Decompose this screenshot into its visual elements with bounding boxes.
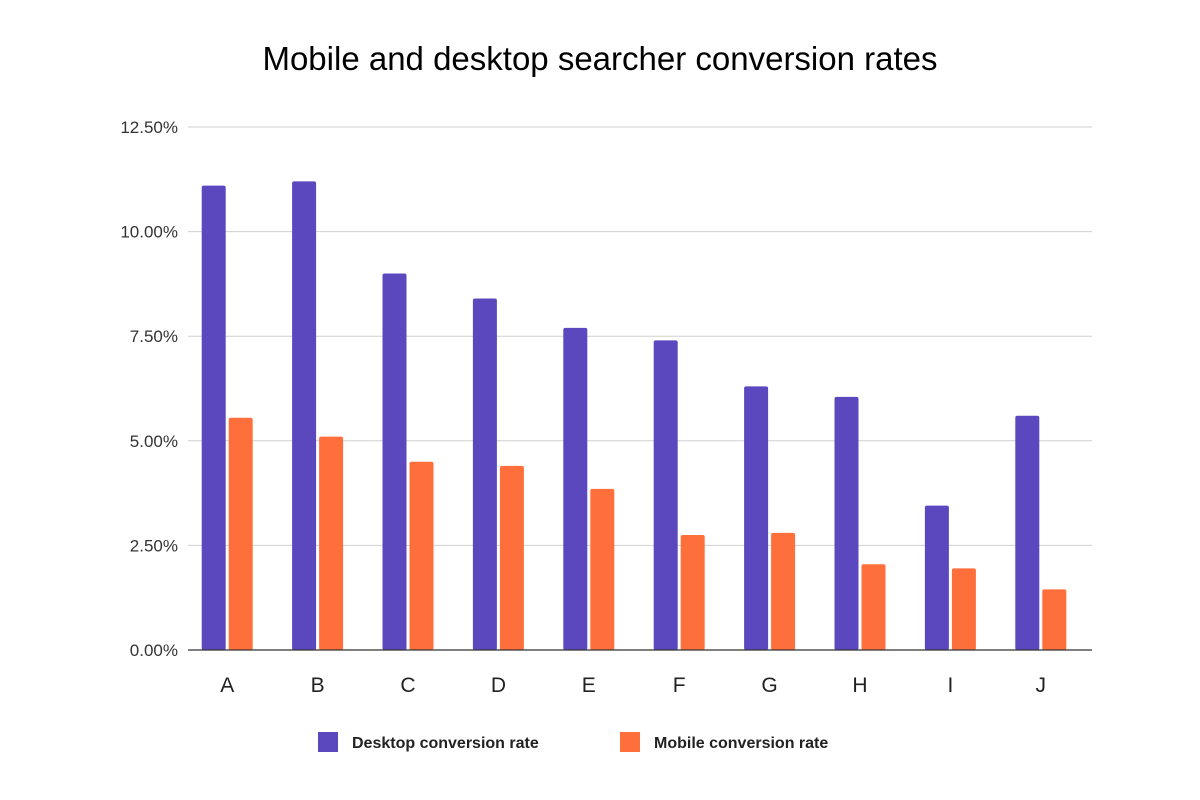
bar-desktop-G (744, 386, 769, 650)
bar-mobile-I (951, 568, 976, 650)
x-tick-label: D (491, 674, 506, 697)
y-tick-label: 5.00% (130, 432, 178, 451)
x-tick-label: C (400, 674, 415, 697)
bar-desktop-E (563, 327, 588, 650)
bar-mobile-D (499, 465, 524, 650)
bar-mobile-A (228, 417, 253, 650)
bar-desktop-J (1015, 415, 1040, 650)
legend: Desktop conversion rate Mobile conversion… (318, 732, 828, 752)
legend-label-desktop: Desktop conversion rate (352, 735, 539, 752)
x-tick-label: I (947, 674, 953, 697)
bar-mobile-H (861, 564, 886, 650)
chart-title: Mobile and desktop searcher conversion r… (262, 40, 937, 77)
x-tick-label: E (582, 674, 596, 697)
bar-desktop-A (201, 185, 226, 651)
bar-mobile-B (319, 436, 344, 650)
bar-desktop-B (292, 181, 317, 650)
bar-mobile-E (590, 488, 615, 650)
x-tick-label: B (311, 674, 325, 697)
bar-desktop-D (472, 298, 497, 650)
x-axis-ticks: A B C D E F G H I J (220, 674, 1046, 697)
x-tick-label: A (220, 674, 234, 697)
legend-label-mobile: Mobile conversion rate (654, 735, 828, 752)
x-tick-label: F (673, 674, 686, 697)
x-tick-label: H (852, 674, 867, 697)
y-tick-label: 12.50% (120, 118, 178, 137)
bar-mobile-C (409, 461, 434, 650)
bar-desktop-H (834, 396, 859, 650)
y-tick-label: 2.50% (130, 536, 178, 555)
bar-mobile-F (680, 534, 705, 650)
y-axis-ticks: 0.00% 2.50% 5.00% 7.50% 10.00% 12.50% (120, 118, 178, 660)
bar-desktop-F (653, 340, 678, 650)
x-tick-label: G (761, 674, 777, 697)
legend-swatch-desktop (318, 732, 338, 752)
bar-desktop-C (382, 273, 407, 650)
bar-mobile-G (771, 532, 796, 650)
y-tick-label: 10.00% (120, 223, 178, 242)
bar-mobile-J (1042, 589, 1067, 650)
y-tick-label: 7.50% (130, 327, 178, 346)
bars (201, 181, 1067, 651)
bar-desktop-I (924, 505, 949, 650)
x-tick-label: J (1036, 674, 1047, 697)
y-tick-label: 0.00% (130, 641, 178, 660)
legend-swatch-mobile (620, 732, 640, 752)
